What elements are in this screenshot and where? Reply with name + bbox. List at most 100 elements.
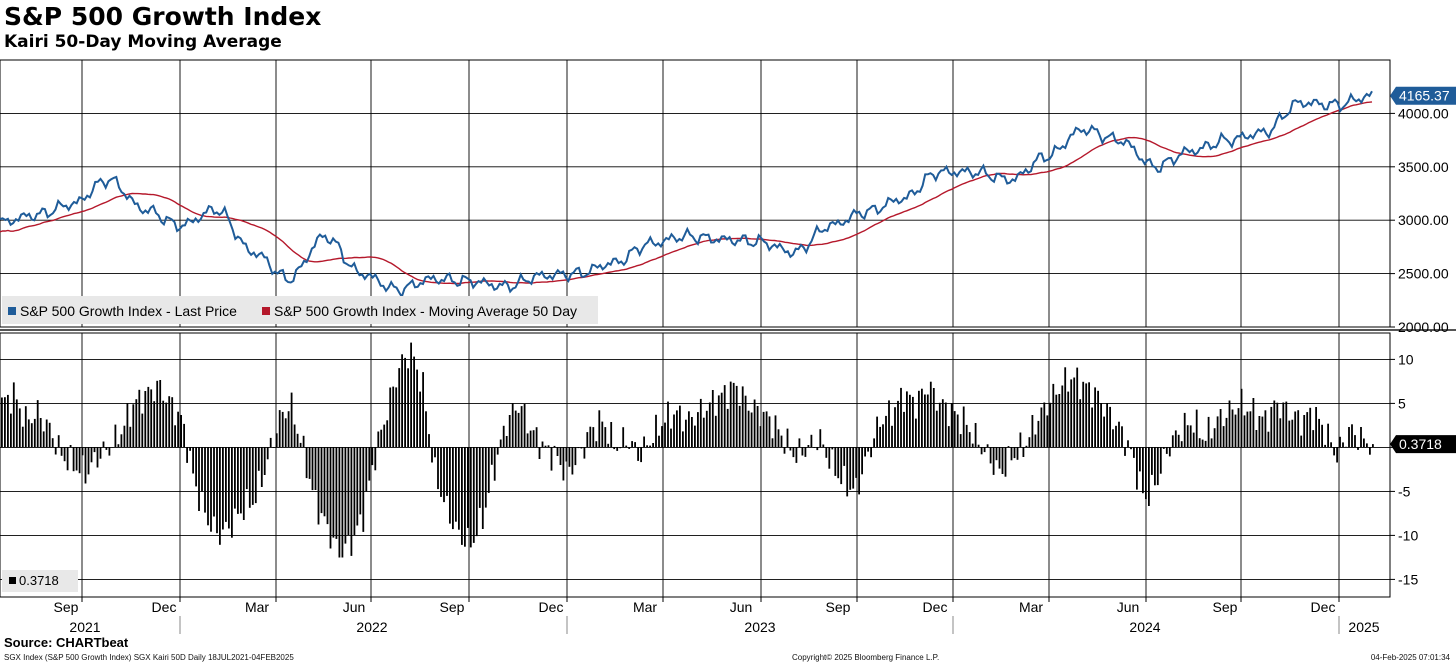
kairi-bar [699,398,702,448]
kairi-bar [670,428,672,448]
kairi-bar [583,447,586,459]
kairi-bar [520,406,523,448]
kairi-bar [819,429,822,448]
kairi-bar [7,394,9,448]
kairi-bar [1130,447,1132,450]
kairi-bar [750,412,753,448]
kairi-bar [661,426,663,448]
kairi-bar [619,447,622,449]
last-price-line [0,90,1373,300]
chart-subtitle: Kairi 50-Day Moving Average [4,32,282,52]
kairi-bar [953,411,956,448]
kairi-bar [1246,411,1249,448]
kairi-bar [804,447,807,457]
x-month-label-1: Dec [152,599,177,615]
kairi-bar [774,415,777,448]
kairi-bar [956,414,959,448]
kairi-bar [407,368,409,448]
kairi-bar [918,390,920,448]
kairi-bar [1339,436,1341,448]
kairi-bar [1240,388,1243,448]
x-month-label-2: Mar [245,599,269,615]
kairi-bar [437,447,439,490]
kairi-bar [1309,407,1312,448]
kairi-bar [879,426,881,448]
kairi-bar [702,417,705,448]
kairi-bar [48,422,51,448]
kairi-bar [1363,438,1365,448]
kairi-bar [347,447,350,536]
kairi-bar [1315,407,1317,448]
kairi-bar [762,411,765,448]
kairi-bar [1306,412,1309,448]
kairi-bar [688,411,690,448]
kairi-bar [1013,447,1016,459]
kairi-bar [861,447,863,475]
kairi-bar [926,394,929,448]
upper-ytick-label-3: 3500.00 [1398,159,1449,175]
last-price-badge-text: 4165.37 [1399,88,1450,104]
kairi-bar [980,447,983,455]
kairi-bar [604,427,607,448]
kairi-bar [1165,447,1168,454]
kairi-bar [613,447,616,450]
kairi-bar [1007,446,1010,448]
x-year-label-3: 2024 [1129,619,1160,635]
kairi-bar [1261,416,1264,448]
kairi-bar [646,445,648,448]
kairi-bar [401,354,403,448]
kairi-bar [813,447,816,448]
kairi-bar [180,415,182,448]
kairi-bar [1052,383,1055,448]
kairi-bar [147,386,150,448]
kairi-bar [338,447,341,558]
kairi-bar [257,447,260,471]
kairi-bar [1118,421,1120,448]
kairi-bar [27,419,30,448]
kairi-bar [586,432,589,448]
kairi-bar [1354,435,1356,448]
kairi-bar [959,434,962,448]
kairi-bar [120,434,123,448]
kairi-bar [51,438,54,448]
kairi-bar [326,447,329,525]
kairi-bar [478,447,481,508]
kairi-bar [1115,425,1117,448]
kairi-bar [138,389,141,448]
kairi-bar [496,447,499,455]
kairi-bar [481,447,484,529]
kairi-bar [685,419,687,448]
kairi-bar [1040,407,1043,448]
x-month-label-10: Mar [1019,599,1043,615]
kairi-bar [801,447,804,456]
kairi-bar [1162,447,1165,449]
kairi-bar [544,445,547,448]
kairi-bar [275,433,278,448]
kairi-bar [144,391,147,448]
upper-legend-box [2,296,598,324]
kairi-bar [870,447,872,458]
kairi-bar [1243,415,1246,448]
lower-ytick-label-0: 10 [1398,351,1414,367]
legend-label-price: S&P 500 Growth Index - Last Price [20,303,237,319]
kairi-bar [395,387,398,448]
kairi-bar [840,447,843,485]
chart-source: Source: CHARTbeat [4,635,129,650]
kairi-bar [195,447,197,487]
kairi-bar [245,447,248,490]
x-year-label-4: 2025 [1348,619,1379,635]
kairi-bar [622,427,625,448]
kairi-bar [1103,416,1105,448]
kairi-bar [186,447,188,463]
kairi-bar [132,404,135,448]
kairi-bar [723,385,726,448]
kairi-bar [1252,398,1255,448]
kairi-bar [894,407,896,448]
kairi-bar [891,425,893,448]
kairi-bar [759,426,762,448]
kairi-bar [867,447,869,452]
kairi-last-badge-text: 0.3718 [1399,436,1442,452]
kairi-bar [998,447,1001,469]
kairi-bar [231,447,233,538]
kairi-bar [308,447,311,479]
